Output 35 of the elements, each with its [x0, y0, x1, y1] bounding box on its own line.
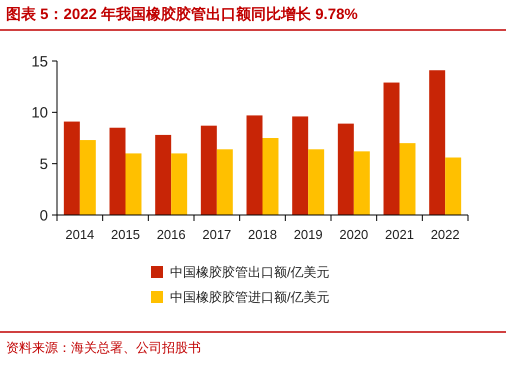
- x-tick-label: 2022: [430, 227, 460, 242]
- x-tick-label: 2019: [294, 227, 323, 242]
- bar: [126, 153, 142, 215]
- bar: [64, 122, 80, 215]
- bar: [155, 134, 172, 215]
- bar: [338, 124, 354, 215]
- bar: [429, 70, 446, 215]
- x-tick-label: 2021: [385, 227, 414, 242]
- x-tick-label: 2016: [156, 227, 186, 242]
- bar: [292, 116, 308, 215]
- legend-label: 中国橡胶胶管进口额/亿美元: [170, 290, 330, 305]
- bar: [308, 149, 324, 215]
- bar: [200, 126, 217, 215]
- bar: [216, 149, 233, 215]
- x-tick-label: 2017: [202, 227, 232, 242]
- bar: [246, 115, 262, 215]
- y-tick-label: 5: [40, 156, 48, 173]
- bar: [445, 158, 462, 215]
- bar: [262, 138, 278, 215]
- bar: [354, 151, 370, 215]
- bar: [80, 140, 96, 215]
- chart-title: 图表 5：2022 年我国橡胶胶管出口额同比增长 9.78%: [6, 5, 358, 23]
- y-tick-label: 15: [31, 53, 48, 70]
- x-tick-label: 2014: [65, 227, 94, 242]
- y-tick-label: 0: [40, 207, 48, 224]
- x-tick-label: 2018: [248, 227, 277, 242]
- bar: [400, 143, 416, 215]
- bar: [384, 82, 400, 215]
- legend-label: 中国橡胶胶管出口额/亿美元: [170, 264, 330, 280]
- text: 资料来源：海关总署、公司招股书: [6, 340, 201, 355]
- x-tick-label: 2015: [111, 227, 140, 242]
- y-tick-label: 10: [31, 104, 48, 122]
- x-tick-label: 2020: [339, 227, 368, 242]
- bar: [110, 128, 126, 215]
- bar: [171, 153, 188, 215]
